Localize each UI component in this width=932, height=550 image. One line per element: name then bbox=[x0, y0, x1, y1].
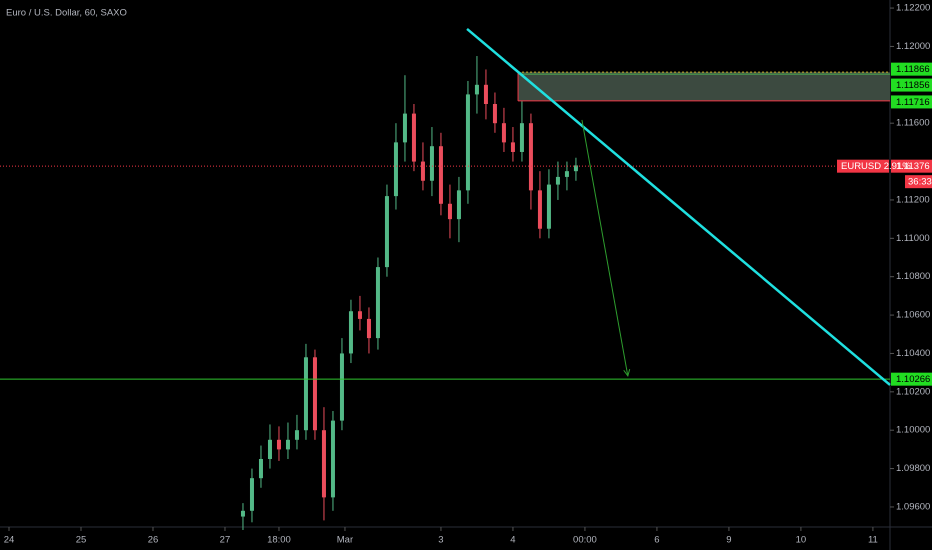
candle-body bbox=[303, 357, 308, 431]
arrow-line bbox=[581, 119, 629, 376]
y-tick-label: 1.09600 bbox=[896, 501, 930, 512]
x-tick-label: 4 bbox=[510, 535, 515, 546]
arrow-head bbox=[623, 369, 631, 378]
candle-body bbox=[294, 430, 299, 440]
candle-body bbox=[573, 165, 578, 172]
y-tick-label: 1.10200 bbox=[896, 386, 930, 397]
price-tag bbox=[891, 372, 932, 386]
countdown-tag bbox=[905, 175, 932, 189]
x-tick-label: 6 bbox=[654, 535, 659, 546]
candle-body bbox=[384, 196, 389, 268]
candle-body bbox=[375, 267, 380, 339]
y-tick-label: 1.11000 bbox=[896, 233, 930, 244]
candle-body bbox=[420, 161, 425, 181]
candle-body bbox=[528, 123, 533, 191]
candle-body bbox=[267, 439, 272, 459]
candle-body bbox=[402, 113, 407, 143]
symbol-tag-label: EURUSD 2.91% bbox=[841, 161, 911, 172]
price-tag-label: 1.11716 bbox=[896, 97, 930, 108]
candle-body bbox=[456, 190, 461, 220]
y-tick-label: 1.09800 bbox=[896, 463, 930, 474]
candle-body bbox=[438, 146, 443, 204]
price-tag bbox=[891, 95, 932, 109]
candle-body bbox=[285, 439, 290, 450]
x-tick-label: 10 bbox=[796, 535, 807, 546]
x-tick-label: 25 bbox=[76, 535, 87, 546]
x-tick-label: 3 bbox=[438, 535, 443, 546]
candle-body bbox=[393, 142, 398, 197]
candle-body bbox=[501, 123, 506, 143]
price-tag bbox=[891, 159, 932, 173]
price-tag bbox=[891, 78, 932, 92]
candle-body bbox=[411, 113, 416, 162]
y-tick-label: 1.12200 bbox=[896, 3, 930, 14]
candle-body bbox=[258, 458, 263, 479]
y-tick-label: 1.10000 bbox=[896, 425, 930, 436]
zone-box bbox=[518, 72, 890, 101]
candle-body bbox=[474, 84, 479, 95]
candle-body bbox=[537, 190, 542, 229]
candle-body bbox=[357, 311, 362, 319]
x-tick-label: 00:00 bbox=[573, 535, 597, 546]
candle-body bbox=[312, 357, 317, 431]
candle-body bbox=[249, 478, 254, 511]
trendline bbox=[466, 28, 891, 386]
x-tick-label: 11 bbox=[868, 535, 878, 546]
price-tag-label: 1.11856 bbox=[896, 80, 930, 91]
candle-body bbox=[429, 146, 434, 181]
candle-body bbox=[483, 84, 488, 105]
x-tick-label: Mar bbox=[337, 535, 353, 546]
y-tick-label: 1.12000 bbox=[896, 41, 930, 52]
chart-title: Euro / U.S. Dollar, 60, SAXO bbox=[6, 8, 127, 19]
candle-body bbox=[555, 176, 560, 185]
candle-body bbox=[330, 420, 335, 498]
candle-body bbox=[276, 439, 281, 450]
symbol-tag bbox=[837, 159, 889, 173]
candle-body bbox=[465, 94, 470, 191]
price-tag-label: 1.11866 bbox=[896, 64, 930, 75]
candle-body bbox=[447, 203, 452, 220]
candle-body bbox=[240, 510, 245, 517]
y-tick-label: 1.11600 bbox=[896, 118, 930, 129]
candle-body bbox=[348, 311, 353, 354]
countdown-label: 36:33 bbox=[908, 177, 932, 188]
candle-body bbox=[564, 171, 569, 177]
y-tick-label: 1.10400 bbox=[896, 348, 930, 359]
candle-body bbox=[546, 184, 551, 229]
candle-body bbox=[321, 430, 326, 498]
candle-body bbox=[366, 318, 371, 339]
y-tick-label: 1.10600 bbox=[896, 310, 930, 321]
x-tick-label: 9 bbox=[726, 535, 731, 546]
price-tag-label: 1.10266 bbox=[896, 374, 930, 385]
candle-body bbox=[339, 353, 344, 421]
price-tag-label: 1.11376 bbox=[896, 161, 930, 172]
price-tag bbox=[891, 62, 932, 76]
x-tick-label: 24 bbox=[4, 535, 15, 546]
candle-body bbox=[519, 123, 524, 152]
x-tick-label: 27 bbox=[220, 535, 231, 546]
y-tick-label: 1.11200 bbox=[896, 194, 930, 205]
candle-body bbox=[510, 142, 515, 152]
x-tick-label: 26 bbox=[148, 535, 159, 546]
x-tick-label: 18:00 bbox=[267, 535, 291, 546]
candle-body bbox=[492, 104, 497, 124]
y-tick-label: 1.10800 bbox=[896, 271, 930, 282]
